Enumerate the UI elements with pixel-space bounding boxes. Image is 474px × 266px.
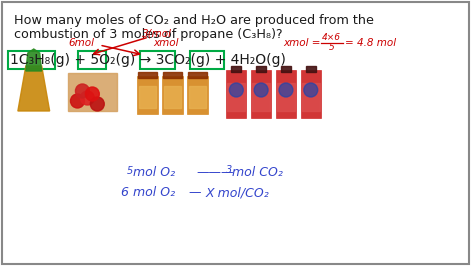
Bar — [231, 66, 241, 72]
Bar — [140, 51, 175, 69]
Bar — [137, 76, 158, 114]
Text: 1C₃H₈(g) + 5O₂(g) → 3CO₂(g) + 4H₂O(g): 1C₃H₈(g) + 5O₂(g) → 3CO₂(g) + 4H₂O(g) — [10, 53, 286, 67]
Text: mol CO₂: mol CO₂ — [232, 167, 283, 180]
Text: = 4.8 mol: = 4.8 mol — [345, 38, 396, 48]
Bar — [190, 51, 224, 69]
Bar — [281, 66, 291, 72]
Bar — [227, 70, 246, 118]
Bar — [162, 76, 182, 114]
Text: 3: 3 — [227, 165, 233, 175]
Bar — [78, 51, 106, 69]
Bar — [138, 72, 157, 78]
Polygon shape — [26, 49, 42, 71]
Text: 4×6: 4×6 — [322, 34, 341, 43]
Text: ———: ——— — [197, 167, 234, 180]
Circle shape — [85, 87, 99, 101]
Circle shape — [75, 84, 90, 98]
Circle shape — [304, 83, 318, 97]
Circle shape — [81, 91, 94, 105]
Text: 5: 5 — [127, 166, 133, 176]
Bar — [276, 70, 296, 118]
Bar — [163, 72, 182, 78]
Bar — [187, 76, 208, 114]
Text: combustion of 3 moles of propane (C₃H₈)?: combustion of 3 moles of propane (C₃H₈)? — [14, 28, 283, 41]
Bar — [252, 83, 270, 111]
Circle shape — [71, 94, 84, 108]
Text: xmol: xmol — [153, 38, 179, 48]
Text: 5: 5 — [329, 44, 335, 52]
Bar — [256, 66, 266, 72]
Text: —: — — [189, 186, 201, 200]
Bar — [251, 70, 271, 118]
Circle shape — [279, 83, 293, 97]
Text: How many moles of CO₂ and H₂O are produced from the: How many moles of CO₂ and H₂O are produc… — [14, 14, 374, 27]
Circle shape — [229, 83, 243, 97]
Bar — [188, 72, 207, 78]
Text: mol O₂: mol O₂ — [133, 167, 175, 180]
Bar — [277, 83, 295, 111]
Bar — [164, 86, 181, 108]
Text: 6 mol O₂: 6 mol O₂ — [121, 186, 175, 200]
Circle shape — [91, 97, 104, 111]
Bar — [139, 86, 156, 108]
Bar — [302, 83, 319, 111]
Text: X mol/CO₂: X mol/CO₂ — [206, 186, 269, 200]
Bar — [228, 83, 245, 111]
Bar — [306, 66, 316, 72]
Polygon shape — [18, 66, 50, 111]
Bar — [189, 86, 206, 108]
Bar — [8, 51, 55, 69]
Circle shape — [254, 83, 268, 97]
Bar — [67, 73, 117, 111]
Bar — [301, 70, 321, 118]
Text: 6mol: 6mol — [68, 38, 94, 48]
Text: xmol =: xmol = — [283, 38, 324, 48]
Text: 3(mol: 3(mol — [142, 29, 172, 39]
